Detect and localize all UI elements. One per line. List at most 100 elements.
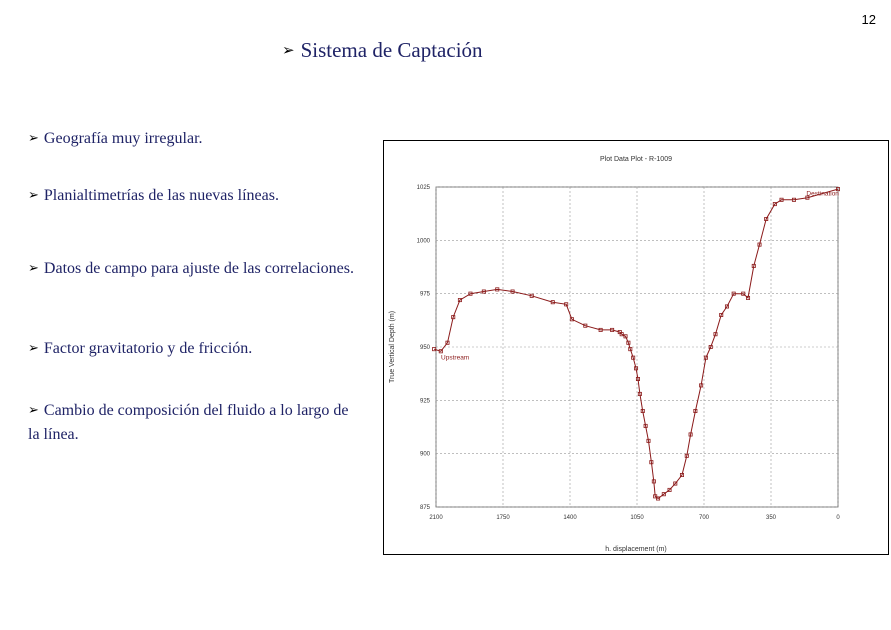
- data-point: [643, 423, 648, 428]
- bullet-text: Factor gravitatorio y de fricción.: [43, 340, 253, 357]
- data-point: [457, 298, 462, 303]
- data-point: [495, 287, 500, 292]
- data-point: [631, 355, 636, 360]
- data-point: [626, 340, 631, 345]
- x-tick-label: 2100: [429, 515, 443, 521]
- data-point: [772, 202, 777, 207]
- profile-line: [433, 188, 839, 500]
- data-point: [667, 487, 672, 492]
- data-point: [684, 453, 689, 458]
- arrow-bullet-icon: ➢: [28, 187, 39, 202]
- series-points: [432, 187, 840, 501]
- data-point: [646, 438, 651, 443]
- bullet-item: ➢ Datos de campo para ajuste de las corre…: [28, 257, 358, 281]
- data-point: [703, 355, 708, 360]
- annotation-label: Upstream: [441, 355, 469, 362]
- data-point: [610, 327, 615, 332]
- arrow-bullet-icon: ➢: [28, 130, 39, 145]
- data-point: [656, 496, 661, 501]
- y-tick-label: 975: [420, 292, 431, 298]
- data-point: [679, 472, 684, 477]
- data-point: [569, 317, 574, 322]
- bullet-text: Cambio de composición del fluido a lo la…: [28, 402, 349, 443]
- y-tick-label: 900: [420, 452, 431, 458]
- data-point: [651, 479, 656, 484]
- x-tick-label: 1400: [563, 515, 577, 521]
- annotation-label: Destination: [806, 190, 839, 197]
- data-point: [550, 300, 555, 305]
- data-point: [741, 291, 746, 296]
- data-point: [653, 494, 658, 499]
- bullet-item: ➢ Factor gravitatorio y de fricción.: [28, 337, 358, 361]
- data-point: [635, 376, 640, 381]
- data-point: [764, 217, 769, 222]
- data-point: [468, 291, 473, 296]
- chart-frame: Plot Data Plot - R-1009 h. displacement …: [383, 140, 889, 555]
- data-point: [529, 293, 534, 298]
- data-point: [713, 332, 718, 337]
- annotations: Destination Upstream: [441, 190, 839, 361]
- data-point: [432, 347, 437, 352]
- data-point: [731, 291, 736, 296]
- data-point: [564, 302, 569, 307]
- y-axis-label: True Vertical Depth (m): [389, 311, 396, 383]
- data-point: [510, 289, 515, 294]
- data-point: [438, 349, 443, 354]
- data-point: [619, 332, 624, 337]
- data-point: [673, 481, 678, 486]
- data-point: [693, 408, 698, 413]
- slide-title: ➢ Sistema de Captación: [282, 38, 483, 63]
- data-point: [661, 492, 666, 497]
- data-point: [779, 197, 784, 202]
- data-point: [724, 304, 729, 309]
- data-point: [719, 312, 724, 317]
- data-point: [451, 315, 456, 320]
- y-tick-label: 1025: [417, 185, 431, 191]
- data-point: [623, 334, 628, 339]
- bullet-item: ➢ Geografía muy irregular.: [28, 127, 358, 151]
- chart-title: Plot Data Plot - R-1009: [600, 156, 672, 163]
- grid-lines: [435, 186, 839, 508]
- arrow-bullet-icon: ➢: [28, 260, 39, 275]
- arrow-bullet-icon: ➢: [282, 43, 295, 59]
- data-point: [598, 327, 603, 332]
- data-point: [583, 323, 588, 328]
- data-point: [649, 460, 654, 465]
- bullet-text: Datos de campo para ajuste de las correl…: [43, 260, 354, 277]
- data-point: [481, 289, 486, 294]
- data-point: [791, 197, 796, 202]
- elevation-profile-chart: Plot Data Plot - R-1009 h. displacement …: [389, 156, 841, 553]
- data-point: [628, 347, 633, 352]
- x-tick-label: 700: [699, 515, 710, 521]
- x-tick-label: 1750: [496, 515, 510, 521]
- bullet-text: Planialtimetrías de las nuevas líneas.: [43, 187, 279, 204]
- data-point: [634, 366, 639, 371]
- bullet-item: ➢ Planialtimetrías de las nuevas líneas.: [28, 184, 358, 208]
- data-point: [445, 340, 450, 345]
- x-tick-label: 0: [836, 515, 840, 521]
- arrow-bullet-icon: ➢: [28, 340, 39, 355]
- data-point: [751, 263, 756, 268]
- data-point: [699, 383, 704, 388]
- y-tick-label: 1000: [417, 238, 431, 244]
- data-point: [805, 195, 810, 200]
- bullet-text: Geografía muy irregular.: [43, 130, 203, 147]
- bullet-item: ➢ Cambio de composición del fluido a lo l…: [28, 399, 358, 447]
- page-number: 12: [861, 12, 876, 27]
- data-point: [757, 242, 762, 247]
- tick-labels: 2100 1750 1400 1050 700 350 0 1025 1000 975 950 925…: [417, 185, 841, 521]
- data-point: [708, 344, 713, 349]
- data-point: [640, 408, 645, 413]
- x-tick-label: 350: [766, 515, 777, 521]
- y-tick-label: 875: [420, 505, 431, 511]
- data-point: [688, 432, 693, 437]
- slide-title-text: Sistema de Captación: [300, 38, 483, 62]
- data-point: [746, 295, 751, 300]
- data-point: [835, 187, 840, 192]
- y-tick-label: 925: [420, 398, 431, 404]
- x-axis-label: h. displacement (m): [605, 546, 666, 553]
- x-tick-label: 1050: [630, 515, 644, 521]
- data-point: [637, 391, 642, 396]
- y-tick-label: 950: [420, 345, 431, 351]
- series-line: [433, 188, 839, 500]
